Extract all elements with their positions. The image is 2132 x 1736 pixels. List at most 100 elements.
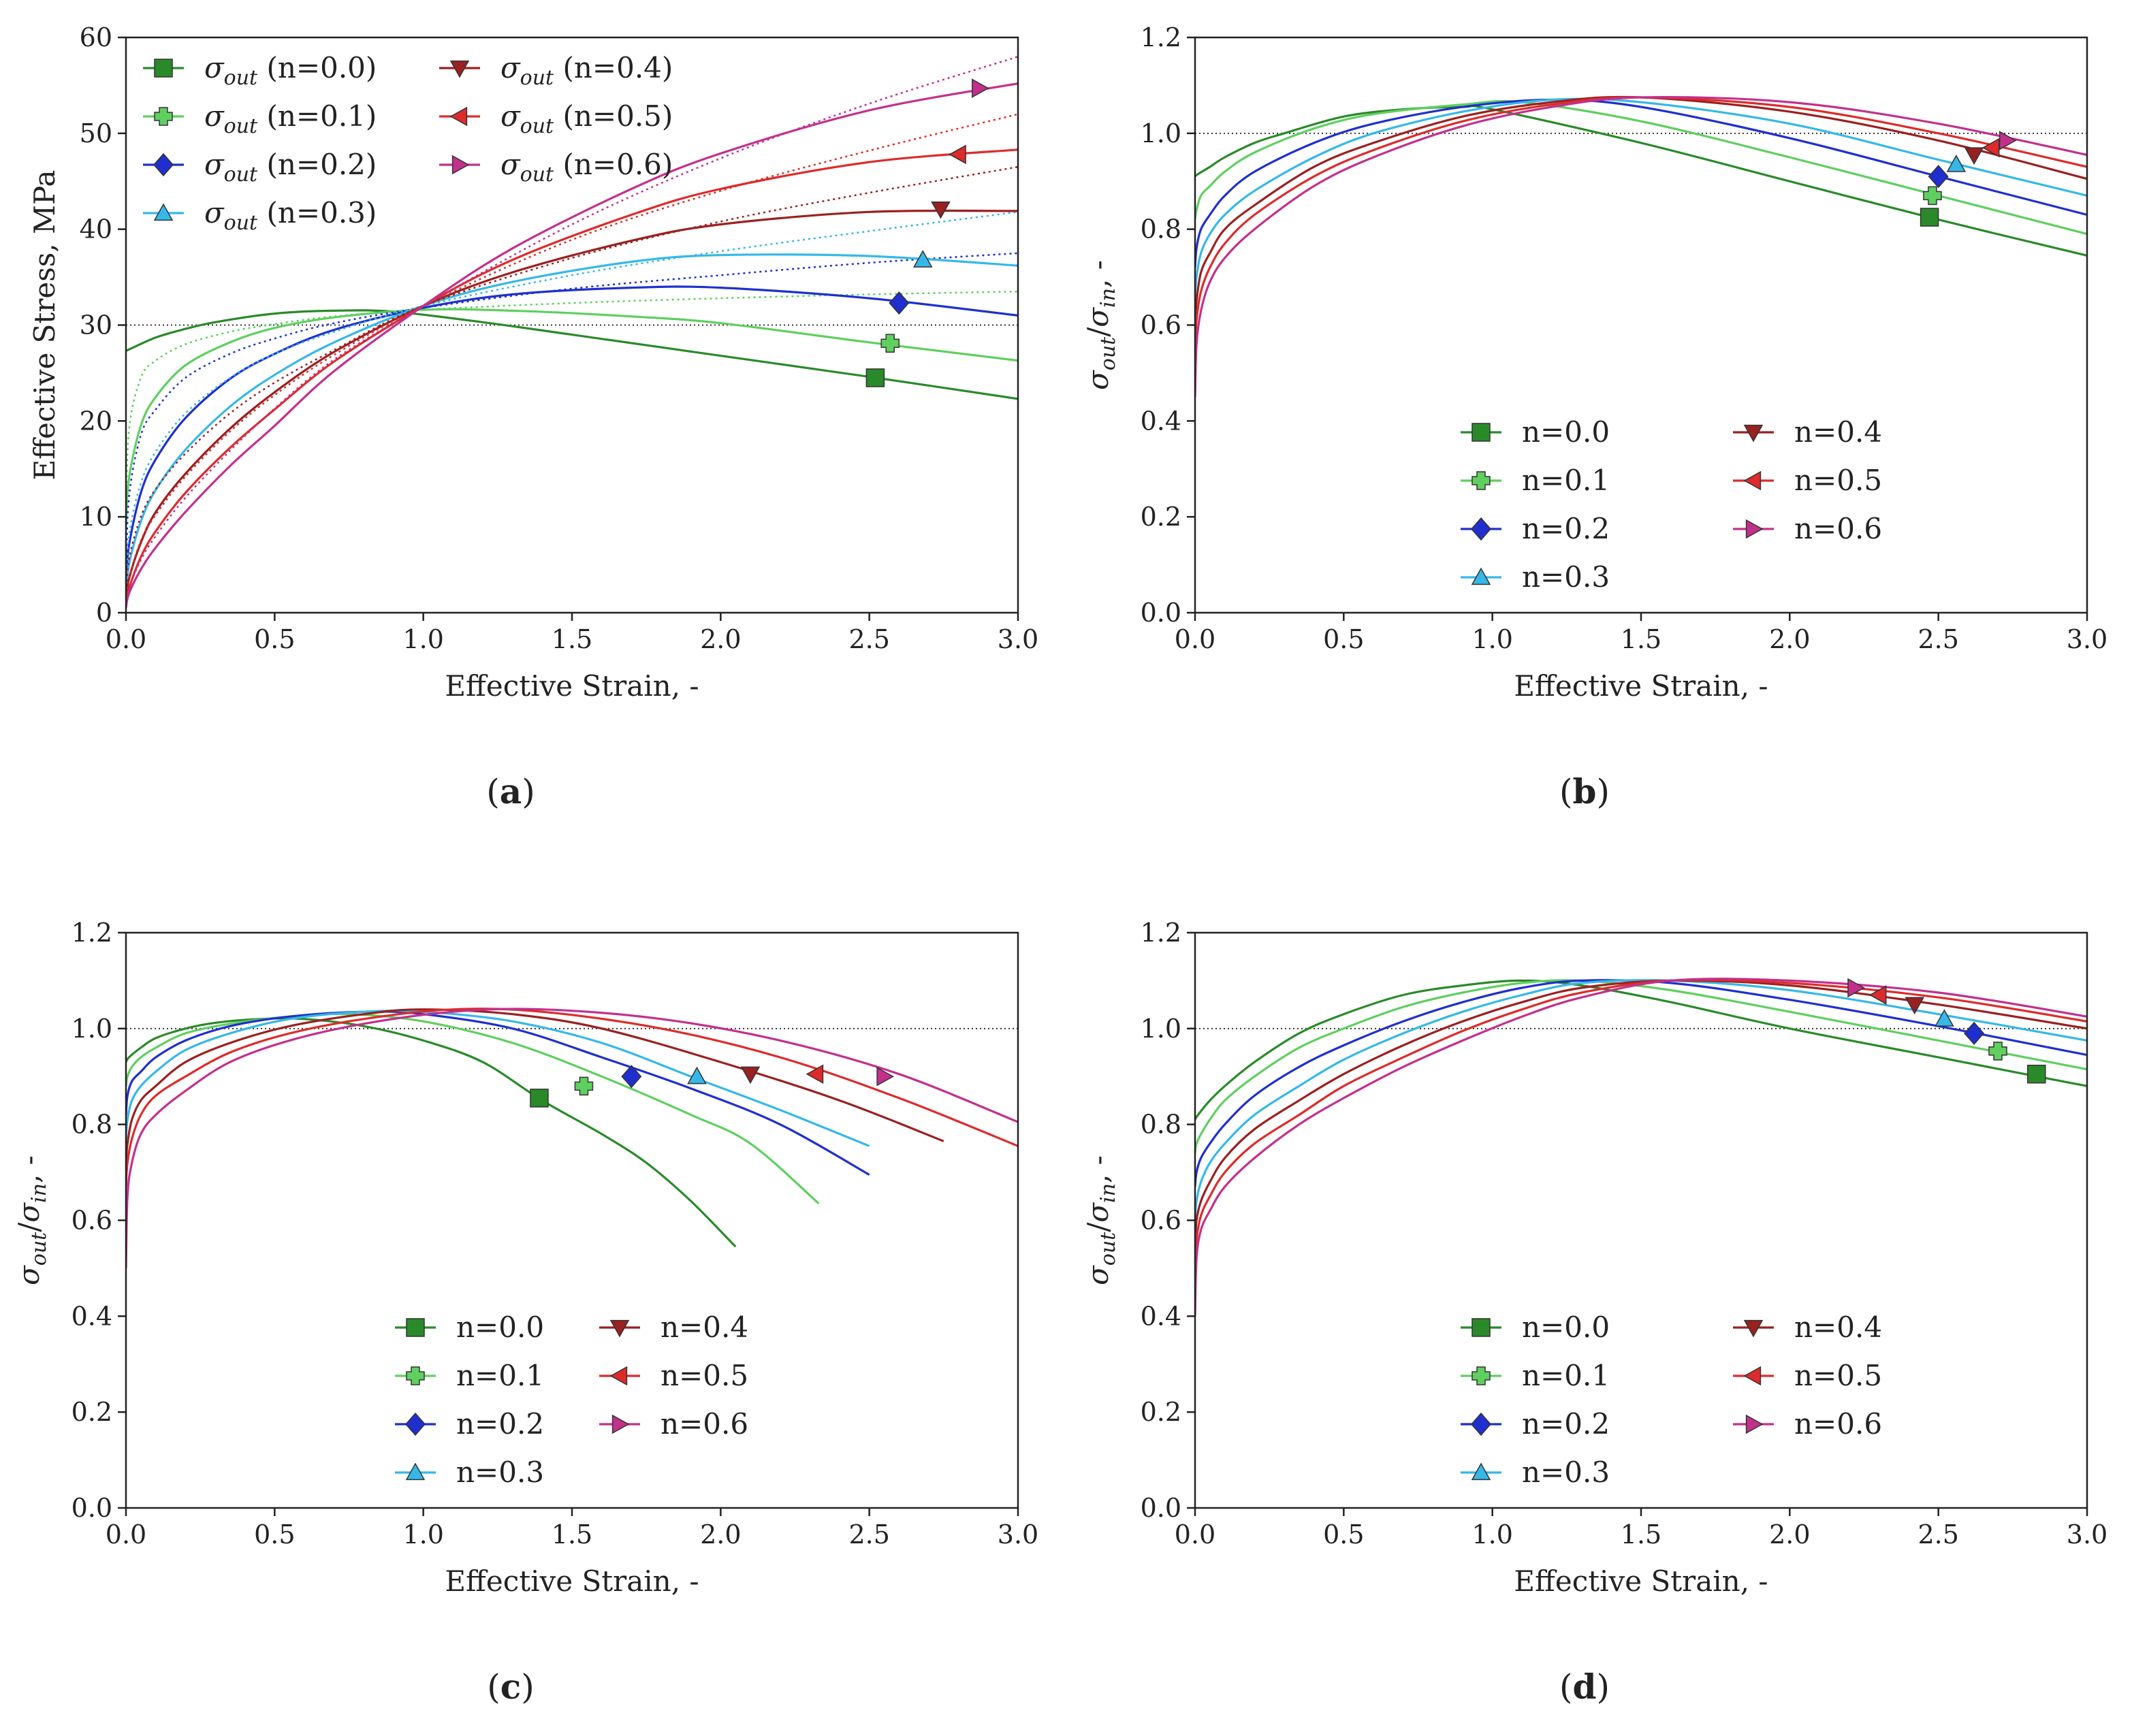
- legend-label: n=0.2: [456, 1407, 544, 1441]
- y-axis-label: σout/σin, -: [1081, 1155, 1120, 1285]
- legend-entry-n=0.0: n=0.0: [395, 1311, 544, 1344]
- series-marker-n=0.6: [1847, 978, 1865, 998]
- panel-d: 0.0 0.5 1.0 1.5 2.0 2.5 3.0 0.0 0.2 0.4 0.6 0.8 1.0 1…: [1081, 918, 2107, 1707]
- legend-label: n=0.0: [456, 1311, 544, 1344]
- x-tick-label: 1.0: [1471, 1520, 1512, 1549]
- y-tick-label: 10: [80, 502, 112, 532]
- series-line-n=0.6: [1195, 978, 2087, 1317]
- legend-label: σout (n=0.4): [500, 51, 673, 90]
- legend-label: n=0.2: [1522, 1407, 1610, 1441]
- legend-entry-n=0.6: n=0.6: [599, 1407, 748, 1441]
- y-tick-label: 0.4: [1141, 406, 1181, 436]
- y-tick-label: 0.8: [71, 1110, 112, 1140]
- series-marker-n=0.3: [1946, 155, 1967, 172]
- series-line-n=0.3: [1195, 979, 2087, 1221]
- x-tick-label: 0.5: [1323, 1520, 1364, 1549]
- caption-d: (d): [1559, 1667, 1610, 1707]
- x-axis-label: Effective Strain, -: [1514, 669, 1768, 703]
- series-marker-n=0.3: [912, 250, 933, 268]
- legend-marker: [451, 155, 470, 175]
- x-tick-label: 3.0: [998, 1520, 1038, 1549]
- legend-entry-n=0.4: σout (n=0.4): [439, 51, 673, 90]
- x-tick-label: 0.0: [106, 1520, 146, 1549]
- legend-label: n=0.1: [456, 1359, 544, 1392]
- legend-entry-n=0.0: n=0.0: [1461, 415, 1610, 449]
- series-fit-n=0.2: [126, 252, 1018, 584]
- legend-entry-n=0.6: n=0.6: [1733, 512, 1882, 545]
- y-tick-label: 1.0: [1141, 1014, 1181, 1044]
- series-line-n=0.5: [126, 148, 1018, 605]
- series-marker-n=0.3: [1935, 1009, 1954, 1027]
- legend-label: n=0.0: [1522, 415, 1610, 449]
- legend-entry-n=0.3: n=0.3: [395, 1456, 544, 1489]
- series-fit-n=0.6: [126, 56, 1018, 609]
- legend-marker: [1745, 519, 1764, 539]
- series-marker-n=0.0: [2027, 1064, 2046, 1084]
- x-tick-label: 0.0: [1175, 1520, 1215, 1549]
- y-tick-label: 0.0: [1141, 1493, 1181, 1523]
- legend-marker: [609, 1319, 630, 1338]
- panel-b: 0.0 0.5 1.0 1.5 2.0 2.5 3.0 0.0 0.2 0.4 0.6 0.8 1.0 1…: [1081, 22, 2107, 811]
- x-tick-label: 1.5: [1621, 624, 1661, 654]
- series-line-n=0.6: [126, 82, 1018, 609]
- legend-marker: [1471, 1366, 1491, 1385]
- legend-entry-n=0.5: n=0.5: [1733, 464, 1882, 497]
- series-line-n=0.4: [126, 1008, 944, 1163]
- legend-label: σout (n=0.3): [204, 196, 377, 235]
- series-marker-n=0.5: [1868, 985, 1887, 1005]
- x-tick-label: 0.0: [106, 624, 146, 654]
- legend-entry-n=0.4: n=0.4: [1733, 415, 1882, 449]
- series-marker-n=0.1: [880, 334, 900, 353]
- caption-b: (b): [1559, 771, 1610, 811]
- legend-label: n=0.4: [661, 1311, 748, 1344]
- legend-label: n=0.4: [1794, 415, 1882, 449]
- legend-label: n=0.6: [1794, 512, 1882, 545]
- y-tick-label: 1.2: [1141, 918, 1181, 948]
- x-tick-label: 2.0: [700, 1520, 741, 1549]
- plot-area: [1195, 978, 2087, 1317]
- series-line-n=0.4: [126, 209, 1018, 604]
- legend-label: n=0.2: [1522, 512, 1610, 545]
- y-tick-label: 30: [80, 310, 112, 340]
- legend-marker: [406, 1318, 425, 1337]
- y-axis-label: Effective Stress, MPa: [28, 170, 61, 481]
- legend-marker: [1743, 424, 1764, 443]
- plot-area: [1195, 95, 2087, 398]
- series-line-n=0.1: [126, 308, 1018, 527]
- legend-marker: [1471, 423, 1491, 442]
- x-tick-label: 1.0: [1471, 624, 1512, 654]
- legend-label: n=0.5: [1794, 1359, 1882, 1392]
- y-tick-label: 0.8: [1141, 214, 1181, 244]
- series-marker-n=0.4: [1905, 997, 1925, 1015]
- x-tick-label: 2.0: [700, 624, 741, 654]
- legend-entry-n=0.6: σout (n=0.6): [439, 148, 673, 187]
- series-fit-n=0.1: [126, 290, 1018, 527]
- legend-entry-n=0.2: n=0.2: [1461, 1407, 1610, 1441]
- series-marker-n=0.4: [1964, 147, 1984, 165]
- y-tick-label: 60: [80, 22, 112, 52]
- y-tick-label: 1.2: [71, 918, 112, 948]
- series-marker-n=0.1: [574, 1076, 594, 1096]
- x-tick-label: 2.0: [1769, 1520, 1810, 1549]
- legend-entry-n=0.2: n=0.2: [1461, 512, 1610, 545]
- legend-label: n=0.3: [456, 1456, 544, 1489]
- series-line-n=0.0: [126, 1017, 737, 1248]
- x-axis-label: Effective Strain, -: [445, 669, 699, 703]
- series-marker-n=0.2: [1964, 1021, 1985, 1046]
- series-marker-n=0.3: [687, 1066, 707, 1084]
- series-marker-n=0.4: [740, 1066, 761, 1084]
- y-tick-label: 1.2: [1141, 22, 1181, 52]
- y-tick-label: 0.2: [1141, 502, 1181, 532]
- series-marker-n=0.5: [949, 144, 966, 165]
- y-tick-label: 0.8: [1141, 1110, 1181, 1140]
- series-marker-n=0.2: [889, 291, 910, 315]
- series-marker-n=0.6: [876, 1066, 895, 1087]
- y-axis-label: σout/σin, -: [12, 1155, 51, 1285]
- legend-entry-n=0.2: n=0.2: [395, 1407, 544, 1441]
- series-marker-n=0.1: [1988, 1042, 2007, 1061]
- series-line-n=0.0: [126, 309, 1018, 400]
- y-tick-label: 0.4: [71, 1301, 112, 1331]
- series-line-n=0.6: [126, 1008, 1018, 1268]
- legend-label: σout (n=0.5): [500, 99, 673, 138]
- x-tick-label: 3.0: [2067, 1520, 2107, 1549]
